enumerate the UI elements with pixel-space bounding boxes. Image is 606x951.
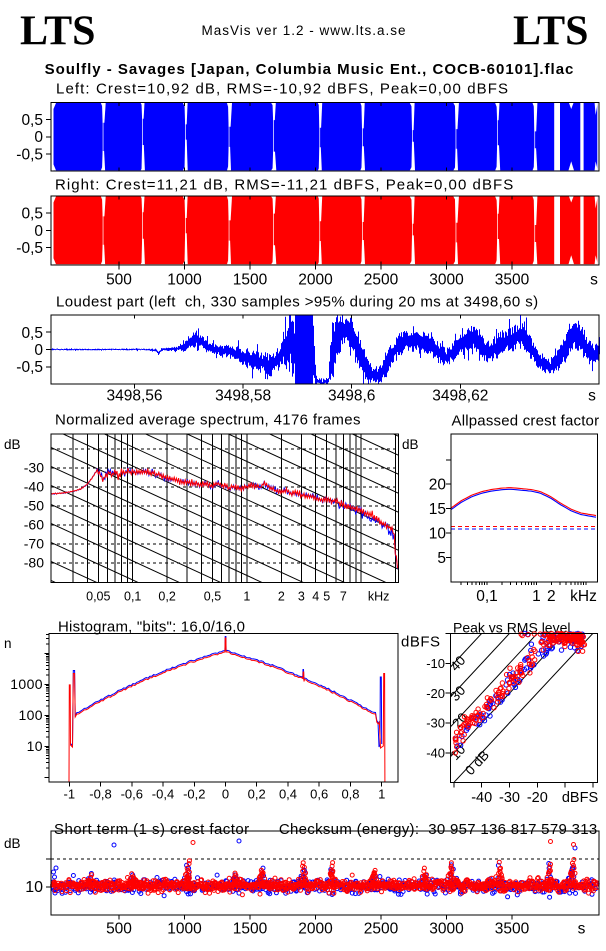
svg-text:1: 1 bbox=[378, 787, 385, 802]
svg-text:2: 2 bbox=[278, 590, 285, 604]
svg-text:Loudest part (left ch, 330 sa: Loudest part (left ch, 330 samples >95% … bbox=[56, 294, 538, 311]
svg-text:1000: 1000 bbox=[10, 676, 43, 692]
svg-text:-0,5: -0,5 bbox=[16, 146, 43, 163]
svg-text:5: 5 bbox=[323, 590, 330, 604]
svg-text:3498,56: 3498,56 bbox=[106, 388, 162, 405]
svg-text:-50: -50 bbox=[24, 498, 44, 514]
svg-text:-0,5: -0,5 bbox=[16, 240, 43, 257]
svg-text:Allpassed crest factor: Allpassed crest factor bbox=[452, 413, 600, 430]
svg-text:dB: dB bbox=[402, 437, 419, 452]
svg-text:Soulfly - Savages [Japan, Colu: Soulfly - Savages [Japan, Columbia Music… bbox=[45, 61, 575, 78]
svg-text:0,5: 0,5 bbox=[21, 325, 43, 342]
svg-text:-20: -20 bbox=[527, 790, 548, 806]
svg-text:kHz: kHz bbox=[368, 590, 390, 604]
svg-text:0,6: 0,6 bbox=[310, 787, 328, 802]
svg-text:3498,62: 3498,62 bbox=[432, 388, 488, 405]
svg-text:30: 30 bbox=[447, 683, 468, 704]
svg-text:s: s bbox=[590, 272, 598, 289]
svg-text:2500: 2500 bbox=[364, 921, 399, 938]
svg-text:-0,2: -0,2 bbox=[183, 787, 205, 802]
svg-text:3000: 3000 bbox=[429, 272, 464, 289]
svg-text:3: 3 bbox=[298, 590, 305, 604]
svg-text:10: 10 bbox=[25, 879, 43, 896]
svg-text:dB: dB bbox=[4, 437, 21, 452]
svg-text:-1: -1 bbox=[64, 787, 76, 802]
svg-text:500: 500 bbox=[106, 272, 132, 289]
svg-text:Peak vs RMS level: Peak vs RMS level bbox=[453, 620, 570, 636]
svg-text:5: 5 bbox=[437, 550, 446, 567]
svg-text:-40: -40 bbox=[471, 790, 492, 806]
svg-text:Short term (1 s) crest factor: Short term (1 s) crest factor bbox=[54, 821, 250, 838]
svg-text:40: 40 bbox=[447, 653, 468, 674]
svg-text:1500: 1500 bbox=[233, 272, 268, 289]
svg-text:0: 0 bbox=[34, 342, 43, 359]
svg-text:-60: -60 bbox=[24, 517, 44, 533]
svg-text:0: 0 bbox=[34, 129, 43, 146]
svg-text:0,5: 0,5 bbox=[204, 590, 221, 604]
svg-text:0: 0 bbox=[222, 787, 229, 802]
svg-text:Histogram, "bits": 16,0/16,0: Histogram, "bits": 16,0/16,0 bbox=[58, 619, 245, 636]
svg-text:1000: 1000 bbox=[167, 921, 202, 938]
svg-text:1000: 1000 bbox=[167, 272, 202, 289]
svg-text:0,5: 0,5 bbox=[21, 206, 43, 223]
svg-text:0,8: 0,8 bbox=[341, 787, 359, 802]
svg-text:3498,6: 3498,6 bbox=[328, 388, 375, 405]
svg-text:Left: Crest=10,92 dB, RMS=-10,: Left: Crest=10,92 dB, RMS=-10,92 dBFS, P… bbox=[56, 81, 509, 98]
svg-text:-0,5: -0,5 bbox=[16, 359, 43, 376]
svg-text:2: 2 bbox=[547, 588, 556, 605]
svg-text:-30: -30 bbox=[499, 790, 520, 806]
svg-text:0: 0 bbox=[34, 223, 43, 240]
svg-text:-0,6: -0,6 bbox=[121, 787, 143, 802]
svg-text:7: 7 bbox=[340, 590, 347, 604]
svg-text:3500: 3500 bbox=[495, 272, 530, 289]
svg-text:-40: -40 bbox=[426, 746, 445, 761]
svg-text:2000: 2000 bbox=[298, 921, 333, 938]
svg-text:-80: -80 bbox=[24, 555, 44, 571]
svg-text:-70: -70 bbox=[24, 536, 44, 552]
svg-text:3500: 3500 bbox=[495, 921, 530, 938]
svg-text:-0,8: -0,8 bbox=[89, 787, 111, 802]
svg-text:0,2: 0,2 bbox=[158, 590, 175, 604]
svg-text:Normalized average spectrum, 4: Normalized average spectrum, 4176 frames bbox=[55, 412, 361, 429]
svg-text:0,1: 0,1 bbox=[476, 588, 498, 605]
svg-text:dBFS: dBFS bbox=[401, 634, 441, 651]
svg-text:-0,4: -0,4 bbox=[152, 787, 174, 802]
svg-text:LTS: LTS bbox=[20, 9, 96, 55]
svg-text:1: 1 bbox=[532, 588, 541, 605]
svg-text:0,4: 0,4 bbox=[279, 787, 297, 802]
svg-text:1500: 1500 bbox=[233, 921, 268, 938]
svg-text:-20: -20 bbox=[426, 686, 445, 701]
svg-text:dB: dB bbox=[4, 836, 21, 851]
svg-text:15: 15 bbox=[429, 501, 446, 518]
svg-text:LTS: LTS bbox=[513, 9, 589, 55]
svg-text:2000: 2000 bbox=[298, 272, 333, 289]
svg-text:4: 4 bbox=[312, 590, 319, 604]
svg-text:-30: -30 bbox=[24, 460, 44, 476]
svg-text:kHz: kHz bbox=[570, 588, 597, 605]
svg-text:2500: 2500 bbox=[364, 272, 399, 289]
svg-text:Right: Crest=11,21 dB, RMS=-11: Right: Crest=11,21 dB, RMS=-11,21 dBFS, … bbox=[55, 177, 514, 194]
svg-text:dBFS: dBFS bbox=[562, 790, 598, 806]
svg-text:s: s bbox=[588, 388, 596, 405]
svg-text:s: s bbox=[578, 921, 586, 938]
svg-text:-30: -30 bbox=[426, 716, 445, 731]
svg-text:0,05: 0,05 bbox=[86, 590, 110, 604]
svg-text:3498,58: 3498,58 bbox=[215, 388, 271, 405]
svg-text:0,1: 0,1 bbox=[124, 590, 141, 604]
svg-text:-10: -10 bbox=[426, 656, 445, 671]
svg-text:10: 10 bbox=[429, 526, 447, 543]
svg-text:0,2: 0,2 bbox=[248, 787, 266, 802]
svg-text:n: n bbox=[4, 636, 12, 651]
svg-text:20: 20 bbox=[429, 477, 447, 494]
svg-text:10: 10 bbox=[27, 738, 43, 754]
svg-text:-40: -40 bbox=[24, 479, 44, 495]
svg-text:3000: 3000 bbox=[429, 921, 464, 938]
svg-text:0,5: 0,5 bbox=[21, 112, 43, 129]
svg-text:500: 500 bbox=[106, 921, 132, 938]
svg-text:Checksum (energy): 30 957 136: Checksum (energy): 30 957 136 817 579 31… bbox=[279, 821, 598, 838]
svg-text:1: 1 bbox=[243, 590, 250, 604]
svg-text:100: 100 bbox=[18, 707, 43, 723]
svg-text:MasVis ver 1.2 - www.lts.a.se: MasVis ver 1.2 - www.lts.a.se bbox=[201, 23, 406, 38]
